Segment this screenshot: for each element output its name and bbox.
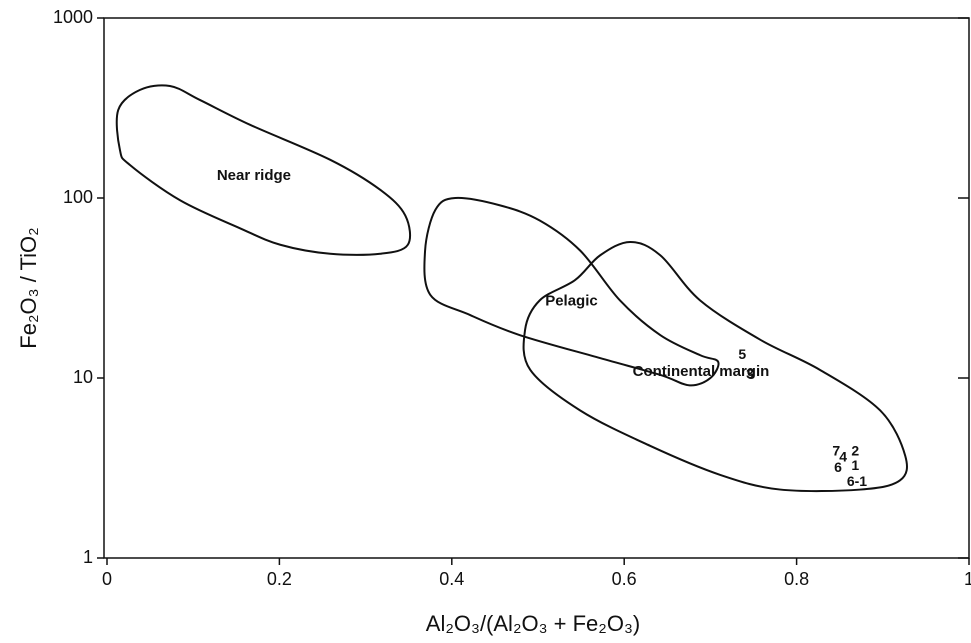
x-tick-label: 0.2 [267, 569, 292, 589]
y-axis-label: Fe₂O₃ / TiO₂ [16, 227, 41, 348]
y-tick-label: 1000 [53, 7, 93, 27]
point-label: 5 [738, 346, 746, 362]
point-label: 3 [746, 366, 754, 382]
point-label: 6 [834, 459, 842, 475]
region-outline [115, 84, 412, 256]
region-outline [522, 240, 908, 493]
point-label: 6-1 [847, 473, 867, 489]
point-label: 1 [851, 457, 859, 473]
point-label: 7 [832, 443, 840, 459]
region-label: Pelagic [545, 293, 598, 310]
x-axis-label: Al₂O₃/(Al₂O₃ + Fe₂O₃) [426, 611, 640, 636]
region-label: Near ridge [217, 167, 291, 184]
point-label: 4 [839, 449, 847, 465]
y-tick-label: 1 [83, 547, 93, 567]
x-tick-label: 1 [964, 569, 971, 589]
x-tick-label: 0.4 [439, 569, 464, 589]
x-tick-label: 0 [102, 569, 112, 589]
x-tick-label: 0.6 [612, 569, 637, 589]
y-tick-label: 10 [73, 367, 93, 387]
region-outline [423, 196, 720, 387]
y-tick-label: 100 [63, 187, 93, 207]
plot-frame [103, 17, 970, 559]
region-label: Continental margin [633, 363, 770, 380]
x-tick-label: 0.8 [784, 569, 809, 589]
point-label: 2 [851, 443, 859, 459]
